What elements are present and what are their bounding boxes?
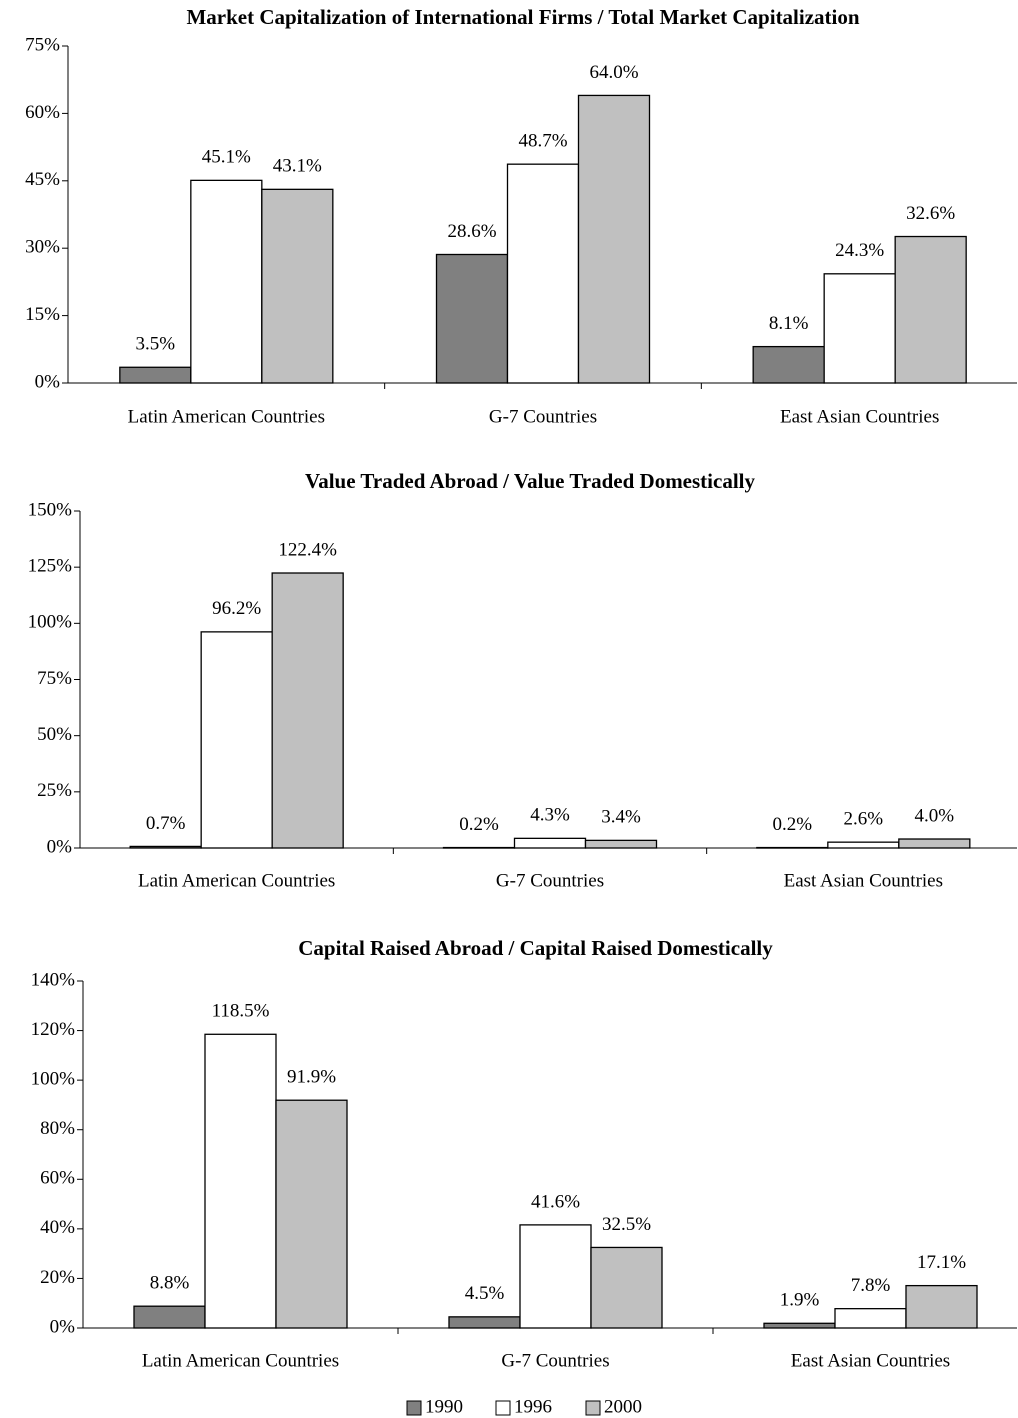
value-label: 4.3%: [530, 805, 570, 826]
value-label: 1.9%: [780, 1290, 820, 1311]
legend-swatch: [406, 1400, 422, 1416]
y-tick-label: 60%: [25, 102, 60, 123]
bar: [133, 1305, 206, 1329]
bar: [448, 1316, 521, 1329]
y-tick-label: 30%: [25, 237, 60, 258]
y-tick-label: 140%: [31, 969, 76, 990]
x-tick-label: G-7 Countries: [501, 1350, 609, 1371]
y-tick-label: 80%: [40, 1118, 75, 1139]
y-tick-label: 125%: [28, 556, 73, 577]
x-tick-label: East Asian Countries: [784, 870, 943, 891]
value-label: 4.5%: [465, 1283, 505, 1304]
x-tick-label: East Asian Countries: [791, 1350, 950, 1371]
value-label: 0.7%: [146, 813, 186, 834]
x-tick-label: G-7 Countries: [489, 406, 597, 427]
legend-swatch: [495, 1400, 511, 1416]
x-tick-label: East Asian Countries: [780, 406, 939, 427]
value-label: 8.1%: [769, 313, 809, 334]
chart-title: Market Capitalization of International F…: [186, 5, 859, 29]
x-tick-label: Latin American Countries: [128, 406, 325, 427]
bar: [506, 163, 580, 384]
bar: [898, 838, 971, 849]
y-tick-label: 0%: [50, 1316, 76, 1337]
y-tick-label: 25%: [37, 780, 72, 801]
y-tick-label: 20%: [40, 1267, 75, 1288]
value-label: 0.2%: [773, 814, 813, 835]
y-tick-label: 60%: [40, 1168, 75, 1189]
value-label: 96.2%: [212, 598, 261, 619]
y-tick-label: 75%: [25, 34, 60, 55]
value-label: 2.6%: [844, 809, 884, 830]
value-label: 43.1%: [273, 156, 322, 177]
bar: [204, 1033, 277, 1329]
bar: [513, 837, 587, 849]
value-label: 91.9%: [287, 1067, 336, 1088]
bar: [435, 253, 509, 384]
y-tick-label: 45%: [25, 169, 60, 190]
value-label: 122.4%: [278, 539, 337, 560]
value-label: 3.4%: [601, 807, 641, 828]
value-label: 28.6%: [447, 221, 496, 242]
y-tick-label: 150%: [28, 499, 73, 520]
bar: [519, 1224, 592, 1329]
chart-title: Capital Raised Abroad / Capital Raised D…: [298, 936, 773, 960]
x-tick-label: G-7 Countries: [496, 870, 604, 891]
x-tick-label: Latin American Countries: [138, 870, 335, 891]
bar: [275, 1099, 348, 1329]
bar: [590, 1246, 663, 1329]
bar: [834, 1308, 907, 1329]
value-label: 17.1%: [917, 1252, 966, 1273]
bar: [763, 1322, 836, 1329]
legend-label: 1996: [514, 1396, 552, 1417]
bar: [752, 345, 825, 384]
value-label: 32.6%: [906, 203, 955, 224]
bar: [756, 846, 829, 849]
bar: [261, 188, 334, 384]
legend-swatch: [585, 1400, 601, 1416]
bar: [894, 235, 967, 384]
bar: [577, 94, 651, 384]
x-tick-label: Latin American Countries: [142, 1350, 339, 1371]
value-label: 8.8%: [150, 1273, 190, 1294]
bar: [119, 366, 192, 384]
value-label: 64.0%: [589, 62, 638, 83]
chart-title: Value Traded Abroad / Value Traded Domes…: [305, 469, 756, 493]
bar: [271, 572, 344, 849]
bar: [584, 839, 658, 849]
y-tick-label: 0%: [35, 371, 61, 392]
y-tick-label: 100%: [28, 612, 73, 633]
legend-label: 1990: [425, 1396, 463, 1417]
value-label: 118.5%: [212, 1001, 270, 1022]
y-tick-label: 75%: [37, 668, 72, 689]
bar: [129, 845, 202, 849]
bar: [827, 841, 900, 849]
value-label: 4.0%: [915, 805, 955, 826]
bar: [200, 631, 273, 849]
value-label: 45.1%: [202, 147, 251, 168]
y-tick-label: 50%: [37, 724, 72, 745]
bar: [442, 846, 516, 849]
value-label: 48.7%: [518, 131, 567, 152]
y-tick-label: 40%: [40, 1217, 75, 1238]
y-tick-label: 15%: [25, 304, 60, 325]
value-label: 32.5%: [602, 1214, 651, 1235]
y-tick-label: 0%: [47, 836, 73, 857]
bar: [905, 1284, 978, 1329]
value-label: 7.8%: [851, 1275, 891, 1296]
y-tick-label: 120%: [31, 1019, 76, 1040]
bar: [823, 273, 896, 384]
value-label: 0.2%: [459, 814, 499, 835]
legend-label: 2000: [604, 1396, 642, 1417]
value-label: 41.6%: [531, 1191, 580, 1212]
bar: [190, 179, 263, 384]
y-tick-label: 100%: [31, 1069, 76, 1090]
value-label: 24.3%: [835, 240, 884, 261]
value-label: 3.5%: [136, 334, 176, 355]
